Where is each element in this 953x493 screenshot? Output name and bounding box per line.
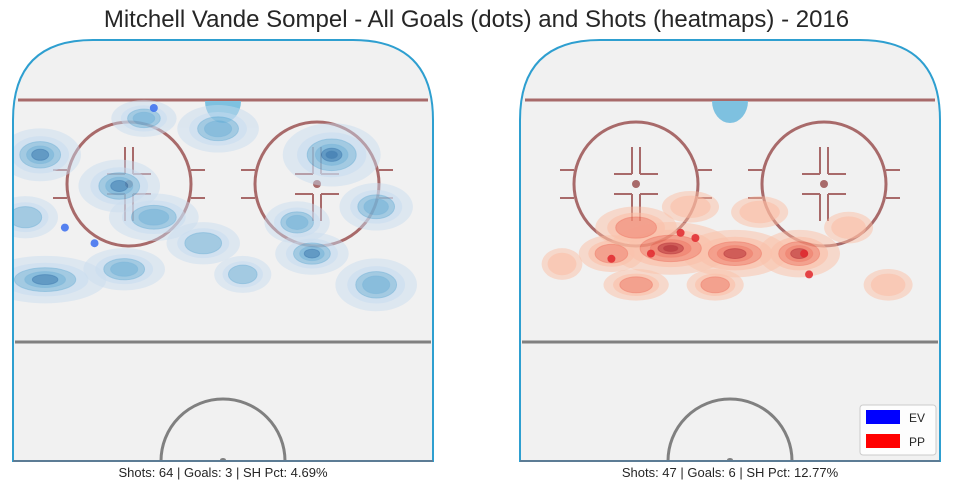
rink-panel-pp — [519, 39, 941, 462]
shot-heatmap — [541, 190, 913, 301]
shot-density-contour — [303, 248, 321, 259]
shot-density-contour — [831, 216, 866, 239]
shot-density-contour — [723, 248, 747, 260]
shot-density-contour — [138, 208, 170, 226]
shot-density-contour — [363, 198, 389, 216]
legend: EV PP — [859, 404, 937, 456]
center-circle — [159, 397, 287, 462]
pp-caption: Shots: 47 | Goals: 6 | SH Pct: 12.77% — [622, 465, 839, 480]
shot-density-contour — [663, 244, 679, 252]
shot-heatmap — [13, 99, 417, 312]
shot-density-contour — [227, 264, 258, 285]
shot-density-contour — [594, 243, 629, 264]
shot-density-contour — [619, 276, 653, 294]
shot-density-contour — [700, 276, 730, 294]
legend-label-ev: EV — [909, 411, 925, 425]
shot-density-contour — [132, 111, 156, 126]
shot-density-contour — [184, 232, 223, 255]
goal-dot — [676, 228, 685, 237]
legend-label-pp: PP — [909, 435, 925, 449]
shot-density-contour — [31, 148, 50, 161]
legend-swatch-ev — [866, 410, 900, 424]
rink-boards — [12, 39, 434, 462]
goal-dot — [60, 223, 69, 232]
shot-density-contour — [203, 120, 233, 138]
goal-dot — [607, 254, 616, 263]
shot-density-contour — [870, 273, 906, 297]
shot-density-contour — [615, 216, 658, 239]
shot-density-contour — [739, 200, 780, 224]
shot-density-contour — [110, 180, 129, 192]
rink-boards — [519, 39, 941, 462]
faceoff-dot-right — [313, 180, 321, 188]
shot-density-contour — [362, 275, 391, 295]
goal-dot — [149, 104, 158, 112]
goal-dot — [646, 249, 655, 258]
shot-density-contour — [547, 252, 577, 276]
goal-dot — [805, 270, 814, 279]
legend-swatch-pp — [866, 434, 900, 448]
center-circle — [666, 397, 794, 462]
shot-density-contour — [13, 206, 43, 229]
faceoff-dot-right — [820, 180, 828, 188]
chart-title: Mitchell Vande Sompel - All Goals (dots)… — [103, 6, 850, 33]
goal-crease — [712, 101, 748, 123]
goal-dot — [800, 249, 809, 258]
shot-density-contour — [31, 274, 59, 286]
goal-dot — [90, 239, 99, 248]
shot-density-contour — [670, 195, 711, 219]
faceoff-dot-left — [632, 180, 640, 188]
goal-dot — [691, 234, 700, 242]
rink-panel-ev — [12, 39, 434, 462]
shot-density-contour — [285, 214, 309, 230]
shot-density-contour — [325, 150, 338, 159]
ev-caption: Shots: 64 | Goals: 3 | SH Pct: 4.69% — [118, 465, 328, 480]
shot-density-contour — [110, 261, 139, 277]
